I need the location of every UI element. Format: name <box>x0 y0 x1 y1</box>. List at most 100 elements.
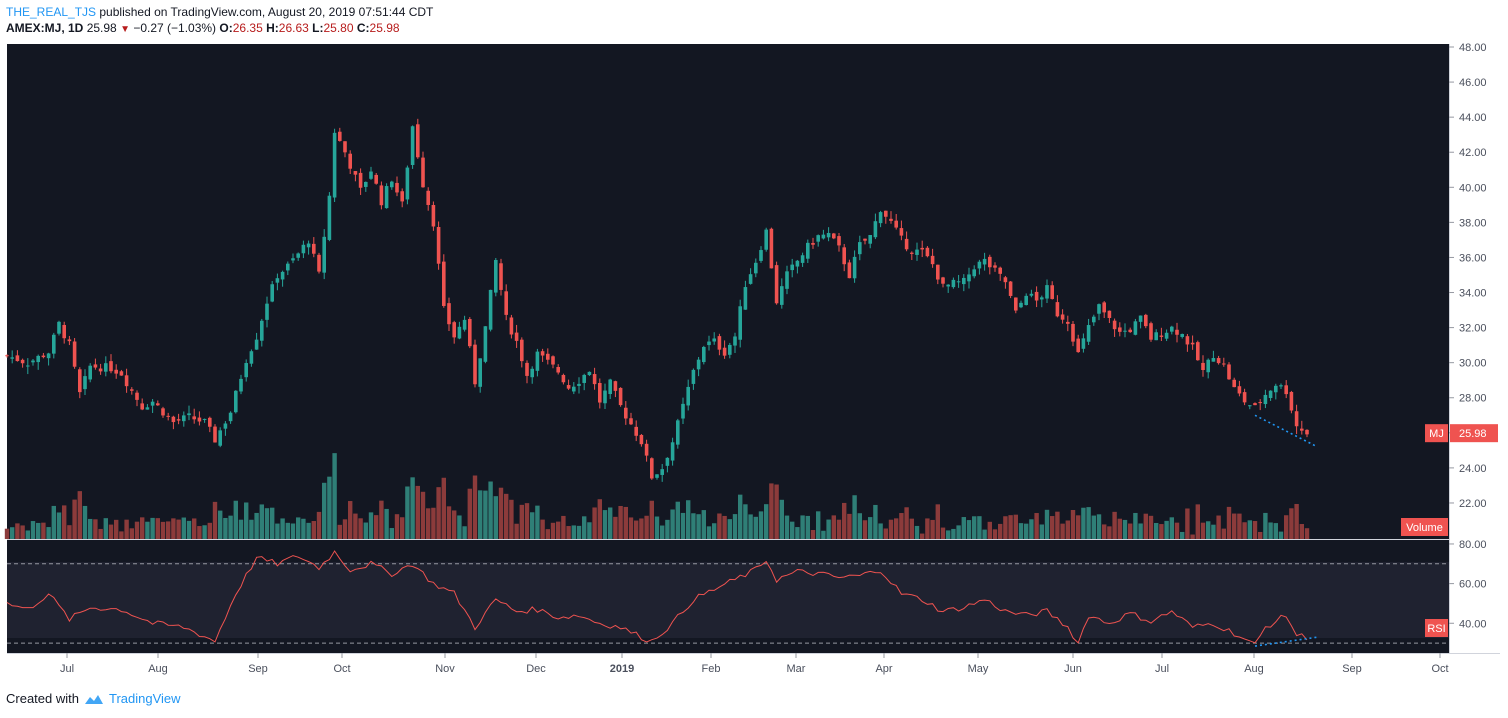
volume-bar <box>1122 519 1128 539</box>
volume-bar <box>831 515 836 539</box>
volume-bar <box>296 517 301 539</box>
candle-body <box>26 365 30 367</box>
rsi-badge[interactable] <box>1425 619 1448 637</box>
volume-bar <box>1102 524 1107 539</box>
candle-body <box>738 306 742 340</box>
candle-body <box>1279 385 1283 387</box>
volume-bar <box>680 512 686 539</box>
candle-body <box>1014 297 1018 311</box>
volume-bar <box>4 528 10 539</box>
candle-body <box>743 287 748 310</box>
candle-body <box>161 408 165 416</box>
volume-bar <box>77 491 82 539</box>
candle-body <box>847 262 852 279</box>
volume-bar <box>743 504 748 539</box>
candle-body <box>1138 315 1143 322</box>
volume-bar <box>160 521 166 539</box>
candle-body <box>826 232 831 238</box>
created-with-text: Created with <box>6 691 79 706</box>
candle-body <box>1055 302 1060 317</box>
volume-bar <box>379 500 384 539</box>
candle-body <box>67 339 72 342</box>
candle-body <box>795 260 800 267</box>
time-tick-label: Oct <box>333 663 350 675</box>
candle-body <box>317 254 321 272</box>
close-value: 25.98 <box>369 21 400 35</box>
volume-bar <box>301 518 306 539</box>
last-price-badge[interactable] <box>1450 424 1498 443</box>
volume-bar <box>1117 518 1122 539</box>
volume-bar <box>1055 511 1060 539</box>
candle-body <box>1294 411 1299 427</box>
volume-bar <box>784 515 790 539</box>
candle-body <box>1050 285 1054 299</box>
volume-bar <box>894 518 899 539</box>
price-trendline[interactable] <box>1254 414 1318 448</box>
candle-body <box>582 374 586 383</box>
candle-body <box>15 355 20 362</box>
volume-bar <box>140 517 145 539</box>
volume-bar <box>72 499 77 539</box>
candle-body <box>785 271 789 289</box>
author-link[interactable]: THE_REAL_TJS <box>6 5 97 19</box>
candle-body <box>88 365 92 380</box>
candle-body <box>592 374 597 385</box>
candle-body <box>1196 342 1200 361</box>
price-pane[interactable] <box>7 44 1449 539</box>
candle-body <box>442 261 446 306</box>
volume-bar <box>134 521 140 539</box>
price-tick-label: 28.00 <box>1459 393 1487 405</box>
candle-body <box>1206 359 1210 373</box>
candle-body <box>270 284 274 302</box>
volume-bar <box>1221 528 1226 539</box>
candle-body <box>603 390 607 404</box>
candle-body <box>52 334 56 354</box>
volume-bar <box>670 509 675 539</box>
candle-body <box>629 418 633 425</box>
volume-bar <box>431 507 436 539</box>
candle-body <box>426 190 430 205</box>
symbol-badge[interactable] <box>1425 424 1448 443</box>
volume-bar <box>1003 516 1008 539</box>
time-tick-label: Feb <box>702 663 721 675</box>
candle-body <box>946 284 950 287</box>
time-tick-label: Nov <box>435 663 455 675</box>
candle-body <box>618 387 623 406</box>
symbol-label[interactable]: AMEX:MJ, 1D <box>6 21 84 35</box>
high-value: 26.63 <box>278 21 309 35</box>
tradingview-brand[interactable]: TradingView <box>108 691 181 706</box>
time-tick-label: 2019 <box>610 663 634 675</box>
candle-body <box>644 443 649 456</box>
volume-bar <box>587 522 592 539</box>
candle-body <box>660 469 664 475</box>
candle-body <box>1216 358 1221 364</box>
rsi-trendline[interactable] <box>1254 636 1318 647</box>
volume-bar <box>238 519 244 539</box>
candle-body <box>197 417 202 422</box>
volume-bar <box>166 521 171 539</box>
candle-body <box>1237 386 1242 394</box>
candle-body <box>1284 385 1288 395</box>
volume-bar <box>940 527 946 539</box>
candle-body <box>296 253 300 258</box>
candle-body <box>202 418 207 420</box>
candle-body <box>1180 334 1184 337</box>
volume-bar <box>212 501 218 539</box>
candle-body <box>36 355 40 363</box>
volume-bar <box>847 513 852 539</box>
volume-bar <box>1242 522 1247 539</box>
volume-bar <box>275 523 280 539</box>
candle-body <box>208 417 212 427</box>
volume-bar <box>1148 515 1154 539</box>
volume-bar <box>1226 506 1232 539</box>
volume-bar <box>389 528 394 539</box>
candle-body <box>483 326 488 362</box>
volume-bar <box>576 525 582 539</box>
candle-body <box>213 426 217 443</box>
candle-body <box>613 381 618 391</box>
price-tick-label: 30.00 <box>1459 358 1487 370</box>
volume-bar <box>20 525 25 539</box>
volume-bar <box>1190 534 1195 539</box>
volume-badge[interactable] <box>1401 518 1448 536</box>
